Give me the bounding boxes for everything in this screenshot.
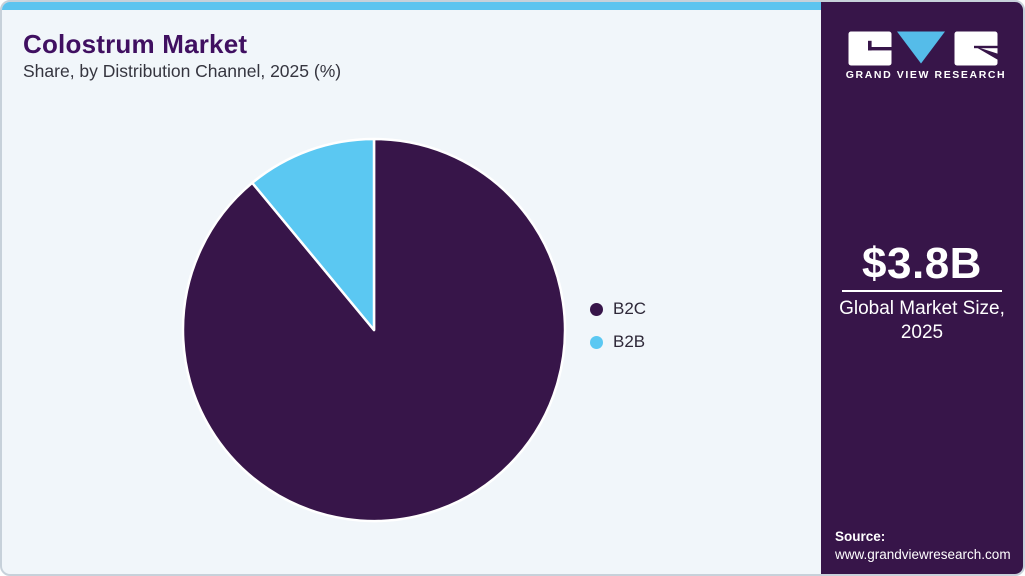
logo-r-slot <box>974 45 998 49</box>
legend-item-b2b: B2B <box>590 332 646 352</box>
sidebar: GRAND VIEW RESEARCH $3.8B Global Market … <box>821 2 1023 574</box>
pie-slice-b2b <box>251 137 376 332</box>
legend-item-b2c: B2C <box>590 299 646 319</box>
logo-g-tick <box>868 40 872 51</box>
pie-chart <box>181 137 567 523</box>
legend: B2C B2B <box>590 299 646 365</box>
market-size-label: Global Market Size, 2025 <box>821 297 1023 345</box>
gvr-logo-icon <box>848 31 998 66</box>
market-size-label-line1: Global Market Size, <box>839 298 1005 319</box>
market-size-value: $3.8B <box>862 239 982 288</box>
legend-label-b2b: B2B <box>613 332 646 351</box>
legend-dot-b2c <box>590 302 603 316</box>
source-label: Source: <box>835 529 886 544</box>
source-url: www.grandviewresearch.com <box>835 547 1011 562</box>
logo-g-slot <box>868 47 892 51</box>
top-accent-bar <box>2 2 825 10</box>
page-subtitle: Share, by Distribution Channel, 2025 (%) <box>23 61 342 81</box>
divider-line <box>842 290 1002 292</box>
logo-v-triangle <box>897 31 945 64</box>
page-title: Colostrum Market <box>23 29 248 59</box>
logo-r-block <box>954 31 998 66</box>
pie-chart-area <box>174 130 574 530</box>
market-size-label-line2: 2025 <box>900 322 944 343</box>
legend-dot-b2b <box>590 335 603 349</box>
source-block: Source: www.grandviewresearch.com <box>835 529 1017 562</box>
brand-name: GRAND VIEW RESEARCH <box>845 69 1007 81</box>
legend-label-b2c: B2C <box>613 299 647 318</box>
